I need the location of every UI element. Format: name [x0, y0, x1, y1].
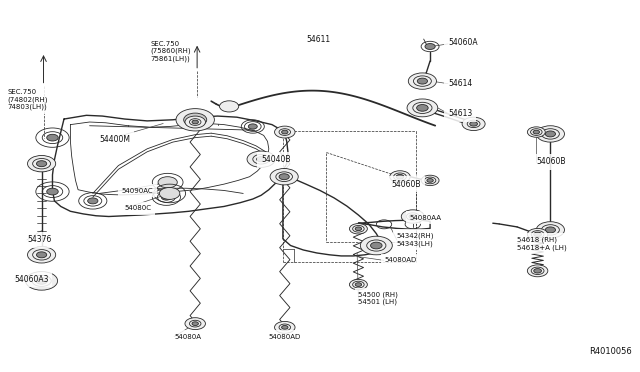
- Circle shape: [26, 272, 58, 290]
- Circle shape: [161, 194, 172, 200]
- Circle shape: [527, 265, 548, 277]
- Circle shape: [417, 78, 428, 84]
- Circle shape: [425, 44, 435, 49]
- Circle shape: [257, 157, 266, 162]
- Circle shape: [355, 283, 362, 286]
- Circle shape: [88, 198, 98, 204]
- Circle shape: [47, 134, 58, 141]
- Circle shape: [191, 117, 200, 122]
- Circle shape: [401, 210, 424, 223]
- Circle shape: [36, 252, 47, 258]
- Text: 54611: 54611: [306, 35, 330, 44]
- Text: R4010056: R4010056: [589, 347, 632, 356]
- Circle shape: [270, 169, 298, 185]
- Circle shape: [282, 326, 288, 329]
- Circle shape: [190, 117, 200, 123]
- Text: 54080C: 54080C: [125, 205, 152, 211]
- Circle shape: [220, 101, 239, 112]
- Text: 54060A: 54060A: [448, 38, 477, 47]
- Circle shape: [371, 242, 382, 249]
- Circle shape: [536, 222, 564, 238]
- Circle shape: [185, 116, 205, 128]
- Circle shape: [533, 130, 540, 134]
- Circle shape: [417, 105, 428, 111]
- Circle shape: [192, 322, 198, 326]
- Circle shape: [349, 224, 367, 234]
- Circle shape: [247, 151, 275, 167]
- Text: 54500 (RH)
54501 (LH): 54500 (RH) 54501 (LH): [358, 291, 398, 305]
- Circle shape: [248, 124, 257, 129]
- Circle shape: [282, 130, 288, 134]
- Circle shape: [159, 187, 180, 199]
- Text: 54400M: 54400M: [99, 135, 130, 144]
- Text: 54060B: 54060B: [536, 157, 566, 166]
- Circle shape: [349, 279, 367, 290]
- Text: 54618 (RH)
54618+A (LH): 54618 (RH) 54618+A (LH): [517, 237, 567, 251]
- Text: 54040B: 54040B: [261, 155, 291, 164]
- Circle shape: [275, 321, 295, 333]
- Circle shape: [409, 214, 417, 219]
- Circle shape: [28, 247, 56, 263]
- Text: 54613: 54613: [448, 109, 472, 118]
- Text: 54080AD: 54080AD: [384, 257, 416, 263]
- Text: 54342(RH)
54343(LH): 54342(RH) 54343(LH): [397, 233, 435, 247]
- Circle shape: [355, 227, 362, 231]
- Text: 54080A: 54080A: [174, 334, 201, 340]
- Circle shape: [527, 228, 548, 240]
- Text: 54060A3: 54060A3: [14, 275, 49, 283]
- Circle shape: [185, 318, 205, 330]
- Circle shape: [545, 227, 556, 233]
- Circle shape: [176, 109, 214, 131]
- Circle shape: [527, 127, 545, 137]
- Circle shape: [192, 120, 198, 124]
- Text: SEC.750
(74802(RH)
74803(LH)): SEC.750 (74802(RH) 74803(LH)): [8, 89, 48, 110]
- Circle shape: [396, 174, 404, 179]
- Circle shape: [462, 117, 485, 131]
- Circle shape: [36, 278, 47, 284]
- Circle shape: [36, 161, 47, 167]
- Circle shape: [28, 155, 56, 172]
- Text: 54376: 54376: [27, 235, 51, 244]
- Text: 54614: 54614: [448, 79, 472, 88]
- Circle shape: [184, 113, 207, 126]
- Circle shape: [534, 269, 541, 273]
- Text: 54060B: 54060B: [392, 180, 421, 189]
- Circle shape: [279, 174, 289, 180]
- Text: 54080AD: 54080AD: [269, 334, 301, 340]
- Circle shape: [470, 122, 477, 126]
- Circle shape: [408, 73, 436, 89]
- Circle shape: [421, 175, 439, 186]
- Circle shape: [407, 99, 438, 117]
- Text: 54080AA: 54080AA: [410, 215, 442, 221]
- Text: 54090AC: 54090AC: [122, 188, 153, 194]
- Circle shape: [536, 126, 564, 142]
- Circle shape: [534, 232, 541, 237]
- Circle shape: [47, 188, 58, 195]
- Circle shape: [275, 126, 295, 138]
- Text: SEC.750
(75860(RH)
75861(LH)): SEC.750 (75860(RH) 75861(LH)): [150, 41, 191, 62]
- Circle shape: [545, 131, 556, 137]
- Circle shape: [360, 236, 392, 255]
- Circle shape: [158, 177, 177, 188]
- Circle shape: [390, 171, 410, 183]
- Circle shape: [427, 179, 433, 182]
